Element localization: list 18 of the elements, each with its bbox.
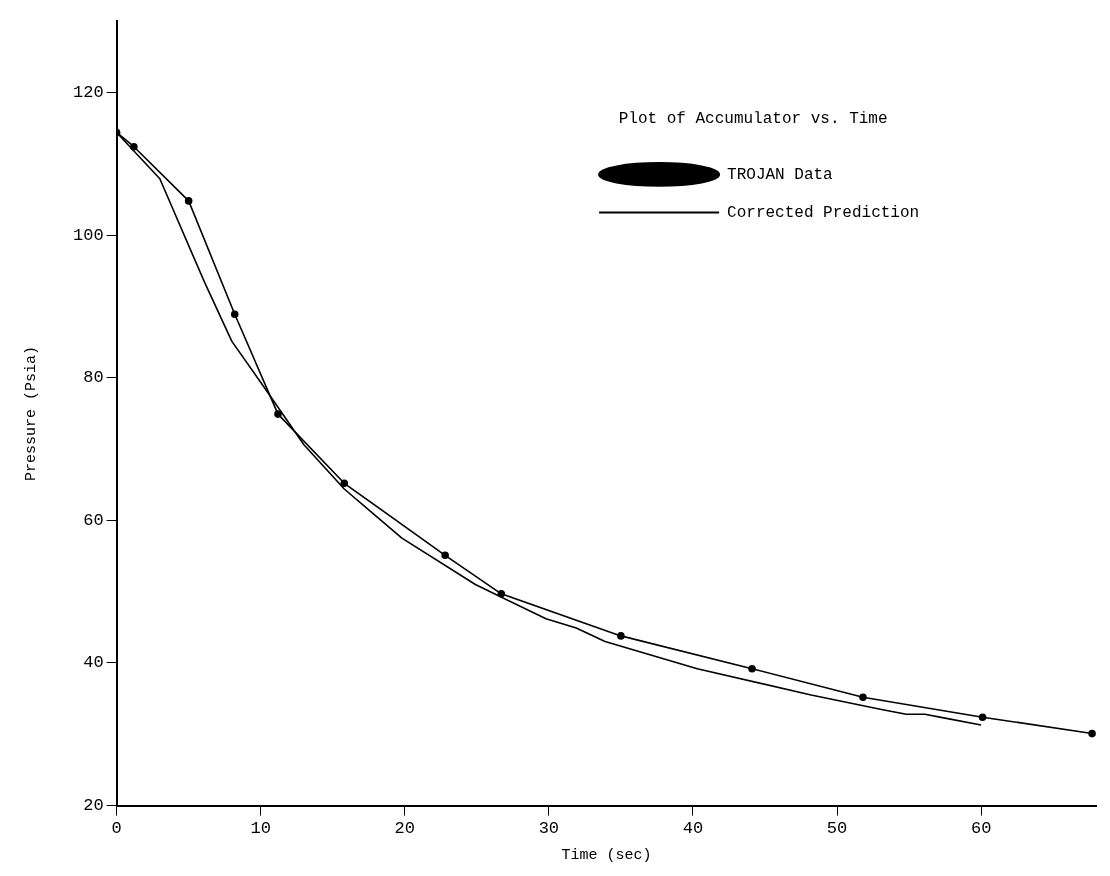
x-tick-label: 50 (826, 819, 848, 839)
y-tick-label: 40 (83, 653, 104, 673)
y-tick-label: 20 (83, 796, 104, 816)
x-tick-label: 60 (970, 819, 992, 839)
text: Corrected Prediction (727, 203, 920, 222)
x-tick-label: 40 (682, 819, 704, 839)
y-tick-label: 60 (83, 510, 104, 530)
x-axis-title: Time (sec) (561, 846, 652, 864)
x-tick-label: 20 (394, 819, 415, 839)
y-tick-label: 120 (73, 83, 104, 103)
legend-title: Plot of Accumulator vs. Time (618, 110, 888, 129)
y-tick-label: 100 (73, 225, 104, 245)
y-tick-label: 80 (83, 368, 104, 388)
text: TROJAN Data (727, 165, 834, 184)
x-tick-label: 10 (250, 819, 271, 839)
y-axis-title: Pressure (Psia) (22, 345, 40, 481)
x-tick-label: 0 (111, 819, 122, 839)
x-tick-label: 30 (538, 819, 560, 839)
